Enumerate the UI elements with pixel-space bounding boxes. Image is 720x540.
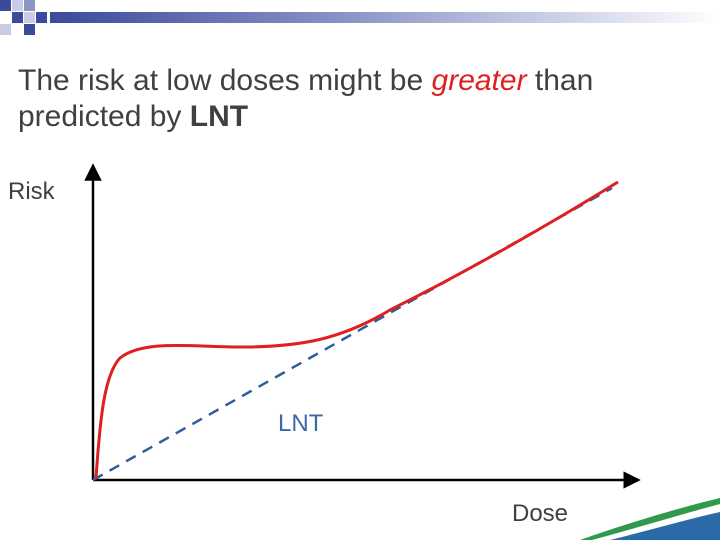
header-square	[0, 24, 11, 35]
header-square	[12, 12, 23, 23]
header-square	[24, 12, 35, 23]
header-gradient-bar	[50, 12, 720, 23]
title-emphasis: greater	[431, 64, 527, 97]
header-square	[12, 0, 23, 11]
lnt-line-label: LNT	[278, 410, 324, 437]
swoosh-white	[600, 507, 720, 540]
swoosh-green	[580, 498, 720, 540]
swoosh-blue	[610, 512, 720, 540]
header-square	[24, 24, 35, 35]
y-axis-label: Risk	[8, 178, 55, 205]
observed-risk-curve	[94, 180, 619, 479]
title-part2: than predicted by	[18, 64, 594, 133]
header-square	[0, 0, 11, 11]
header-square	[36, 12, 47, 23]
slide-title: The risk at low doses might be greater t…	[18, 63, 708, 135]
title-part1: The risk at low doses might be	[18, 64, 432, 97]
footer-swoosh-decoration	[580, 498, 720, 540]
title-strong: LNT	[189, 100, 249, 133]
x-axis-label: Dose	[512, 500, 569, 527]
header-square	[24, 0, 35, 11]
header-decoration	[0, 0, 720, 35]
